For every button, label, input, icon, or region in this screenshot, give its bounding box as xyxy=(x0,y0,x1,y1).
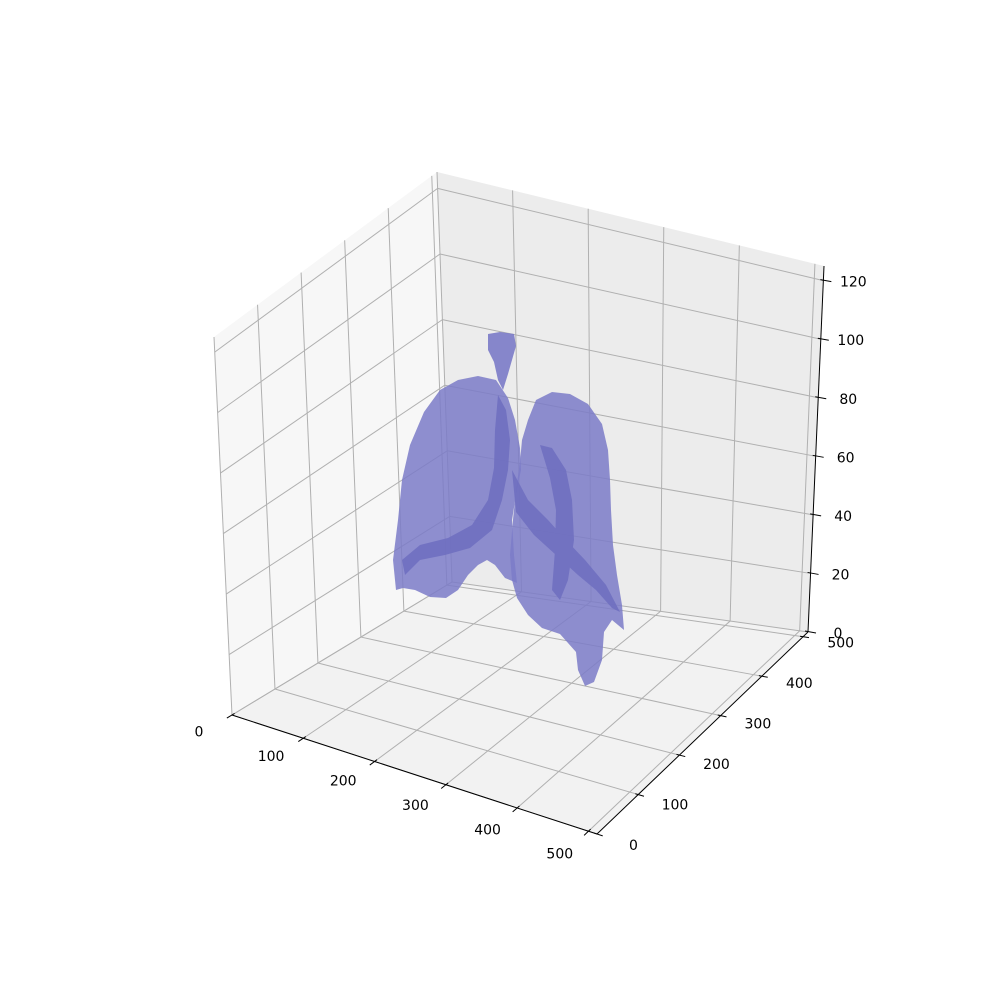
x-grid-line-back xyxy=(729,245,740,622)
z-tick xyxy=(807,571,819,575)
x-grid-line-floor xyxy=(445,610,661,786)
z-tick xyxy=(810,513,822,517)
y-tick-label: 100 xyxy=(662,797,689,813)
z-tick-label: 40 xyxy=(834,509,852,525)
x-grid-line-floor xyxy=(303,591,522,739)
y-grid-line-left xyxy=(257,304,276,690)
z-grid-line-left xyxy=(214,187,438,353)
x-tick-label: 200 xyxy=(330,774,357,790)
left-lung-shape xyxy=(393,376,521,598)
z-tick-label: 80 xyxy=(839,392,857,408)
z-grid-line-back xyxy=(442,319,819,399)
x-tick-label: 0 xyxy=(194,725,203,741)
z-tick xyxy=(817,337,829,341)
x-tick-label: 500 xyxy=(546,847,573,863)
x-tick xyxy=(583,828,591,836)
z-grid-line-back xyxy=(437,187,824,282)
z-grid-line-back xyxy=(451,581,809,633)
x-tick-label: 300 xyxy=(402,798,429,814)
z-axis-line xyxy=(807,265,825,633)
bronchi-shape xyxy=(402,395,620,612)
y-axis-line xyxy=(596,631,809,835)
z-tick xyxy=(815,396,827,400)
z-tick-label: 20 xyxy=(832,567,850,583)
y-tick xyxy=(593,832,603,837)
x-tick xyxy=(512,805,520,813)
y-tick-label: 400 xyxy=(786,676,813,692)
lung-surface xyxy=(393,332,624,686)
z-grid-line-left xyxy=(217,253,441,414)
x-tick-label: 400 xyxy=(474,822,501,838)
z-tick xyxy=(820,279,832,283)
z-grid-line-left xyxy=(220,319,443,474)
y-grid-line-floor xyxy=(360,636,721,717)
y-tick-label: 0 xyxy=(629,838,638,854)
x-tick xyxy=(298,736,307,743)
x-tick xyxy=(369,759,378,766)
x-tick-label: 100 xyxy=(258,749,285,765)
axis-ticks: 0100200300400500010020030040050002040608… xyxy=(194,275,866,863)
z-tick-label: 60 xyxy=(837,450,855,466)
x-grid-line-floor xyxy=(588,630,801,832)
z-grid-line-back xyxy=(439,253,821,340)
y-grid-line-floor xyxy=(446,584,804,638)
z-grid-line-left xyxy=(223,384,446,534)
pane-floor xyxy=(232,582,808,834)
y-tick xyxy=(717,714,727,718)
z-tick xyxy=(812,454,824,458)
y-grid-line-left xyxy=(213,336,233,716)
y-tick xyxy=(635,793,645,797)
x-grid-line-back xyxy=(660,227,665,612)
y-tick-label: 200 xyxy=(703,757,730,773)
y-tick-label: 300 xyxy=(745,716,772,732)
x-grid-line-back xyxy=(799,263,816,631)
y-grid-line-left xyxy=(344,240,362,638)
grid-lines xyxy=(213,171,824,835)
z-tick-label: 100 xyxy=(837,333,864,349)
z-grid-line-left xyxy=(231,581,453,716)
z-tick-label: 120 xyxy=(840,275,867,291)
x-tick xyxy=(226,713,235,719)
z-tick xyxy=(804,630,817,634)
y-tick xyxy=(676,753,686,758)
y-tick xyxy=(800,635,810,639)
y-tick xyxy=(758,675,768,678)
y-grid-line-left xyxy=(300,272,319,664)
z-tick-label: 0 xyxy=(834,626,843,642)
y-grid-line-floor xyxy=(317,662,680,756)
x-tick xyxy=(440,782,449,789)
trachea-shape xyxy=(488,332,516,390)
y-tick-label: 500 xyxy=(827,635,854,651)
x-axis-line xyxy=(231,714,598,835)
x-grid-line-floor xyxy=(516,620,731,809)
y-grid-line-floor xyxy=(274,688,639,796)
